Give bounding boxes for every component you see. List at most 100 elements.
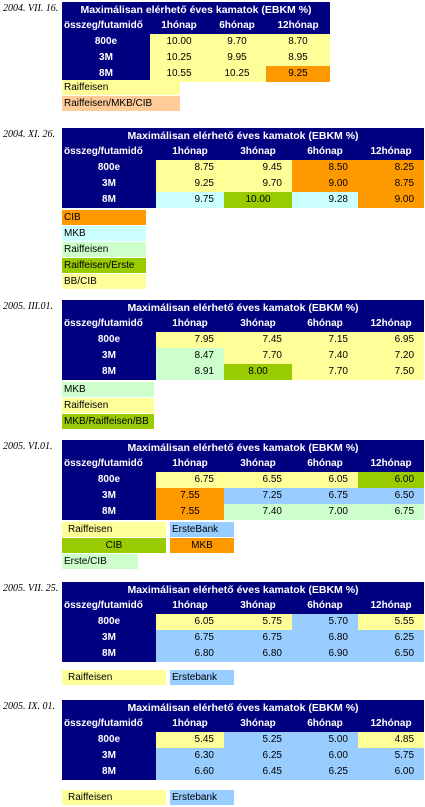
rate-cell: 7.55 (156, 488, 224, 504)
section-date: 2005. VI.01. (3, 441, 53, 452)
table-title: Maximálisan elérhető éves kamatok (EBKM … (62, 582, 425, 598)
table-row: 800e 6.05 5.75 5.70 5.55 (62, 614, 425, 630)
rate-cell: 7.55 (156, 504, 224, 520)
table-title: Maximálisan elérhető éves kamatok (EBKM … (62, 700, 425, 716)
column-header: 1hónap (156, 144, 224, 160)
rate-table: Maximálisan elérhető éves kamatok (EBKM … (62, 128, 425, 208)
rate-cell: 6.80 (156, 646, 224, 662)
table-row: 8M 6.80 6.80 6.90 6.50 (62, 646, 425, 662)
table-row: 8M 8.91 8.00 7.70 7.50 (62, 364, 425, 380)
row-label: 800e (62, 614, 156, 630)
column-header: 1hónap (156, 598, 224, 614)
legend-item: Raiffeisen (62, 398, 154, 413)
column-header: 1hónap (156, 716, 224, 732)
rate-cell: 9.00 (358, 192, 425, 208)
legend-item: Raiffeisen (62, 790, 166, 805)
rate-cell: 6.00 (358, 472, 425, 488)
section-date: 2004. XI. 26. (3, 129, 55, 140)
rate-cell: 6.25 (224, 748, 292, 764)
rate-section-2004-07-16: 2004. VII. 16. Maximálisan elérhető éves… (0, 0, 425, 120)
rate-cell: 10.25 (208, 66, 266, 82)
rate-cell: 7.25 (224, 488, 292, 504)
rate-cell: 7.95 (156, 332, 224, 348)
column-header: 12hónap (266, 18, 331, 34)
rate-cell: 8.91 (156, 364, 224, 380)
legend-item: Erstebank (170, 790, 234, 805)
rate-cell: 7.40 (224, 504, 292, 520)
table-row: 800e 10.00 9.70 8.70 (62, 34, 331, 50)
rate-cell: 10.25 (150, 50, 208, 66)
rate-table: Maximálisan elérhető éves kamatok (EBKM … (62, 2, 331, 82)
rate-cell: 6.80 (224, 646, 292, 662)
table-row: 800e 5.45 5.25 5.00 4.85 (62, 732, 425, 748)
column-header: 6hónap (292, 316, 358, 332)
section-date: 2005. III.01. (3, 301, 53, 312)
rate-cell: 5.00 (292, 732, 358, 748)
rate-cell: 6.30 (156, 748, 224, 764)
rate-cell: 7.15 (292, 332, 358, 348)
corner-label: összeg/futamidő (62, 456, 156, 472)
legend-item: Raiffeisen (62, 242, 146, 257)
rate-cell: 7.00 (292, 504, 358, 520)
rate-cell: 8.25 (358, 160, 425, 176)
rate-cell: 6.25 (358, 630, 425, 646)
rate-cell: 6.25 (292, 764, 358, 780)
rate-cell: 6.90 (292, 646, 358, 662)
column-header: 12hónap (358, 716, 425, 732)
corner-label: összeg/futamidő (62, 144, 156, 160)
row-label: 8M (62, 646, 156, 662)
rate-cell: 9.00 (292, 176, 358, 192)
legend-item: MKB (62, 226, 146, 241)
rate-cell: 4.85 (358, 732, 425, 748)
column-header: 1hónap (150, 18, 208, 34)
corner-label: összeg/futamidő (62, 598, 156, 614)
rate-cell: 5.75 (358, 748, 425, 764)
table-row: 8M 9.75 10.00 9.28 9.00 (62, 192, 425, 208)
row-label: 800e (62, 34, 150, 50)
rate-cell: 5.70 (292, 614, 358, 630)
corner-label: összeg/futamidő (62, 316, 156, 332)
corner-label: összeg/futamidő (62, 18, 150, 34)
column-header: 12hónap (358, 144, 425, 160)
table-row: 8M 6.60 6.45 6.25 6.00 (62, 764, 425, 780)
rate-cell: 7.45 (224, 332, 292, 348)
table-row: 800e 7.95 7.45 7.15 6.95 (62, 332, 425, 348)
rate-cell: 9.28 (292, 192, 358, 208)
row-label: 8M (62, 504, 156, 520)
rate-table: Maximálisan elérhető éves kamatok (EBKM … (62, 582, 425, 662)
rate-cell: 9.75 (156, 192, 224, 208)
rate-section-2005-09-01: 2005. IX. 01. Maximálisan elérhető éves … (0, 696, 425, 807)
column-header: 1hónap (156, 456, 224, 472)
rate-cell: 6.75 (156, 630, 224, 646)
rate-cell: 9.95 (208, 50, 266, 66)
row-label: 3M (62, 488, 156, 504)
rate-cell: 9.70 (224, 176, 292, 192)
row-label: 3M (62, 176, 156, 192)
column-header: 3hónap (224, 598, 292, 614)
rate-table: Maximálisan elérhető éves kamatok (EBKM … (62, 300, 425, 380)
table-row: 3M 10.25 9.95 8.95 (62, 50, 331, 66)
rate-cell: 6.75 (358, 504, 425, 520)
legend-item: CIB (62, 210, 146, 225)
table-title: Maximálisan elérhető éves kamatok (EBKM … (62, 440, 425, 456)
column-header: 6hónap (292, 144, 358, 160)
rate-cell: 6.05 (292, 472, 358, 488)
rate-cell: 6.50 (358, 646, 425, 662)
column-header: 6hónap (292, 456, 358, 472)
legend-item: CIB (62, 538, 166, 553)
rate-cell: 6.75 (292, 488, 358, 504)
rate-cell: 6.00 (292, 748, 358, 764)
rate-cell: 8.70 (266, 34, 331, 50)
row-label: 3M (62, 50, 150, 66)
table-title: Maximálisan elérhető éves kamatok (EBKM … (62, 2, 331, 18)
row-label: 8M (62, 192, 156, 208)
legend-item: MKB (62, 382, 154, 397)
rate-cell: 8.00 (224, 364, 292, 380)
table-row: 8M 7.55 7.40 7.00 6.75 (62, 504, 425, 520)
rate-cell: 5.45 (156, 732, 224, 748)
rate-cell: 6.75 (224, 630, 292, 646)
column-header: 12hónap (358, 598, 425, 614)
column-header: 3hónap (224, 316, 292, 332)
legend-item: Raiffeisen/MKB/CIB (62, 96, 180, 111)
table-row: 8M 10.55 10.25 9.25 (62, 66, 331, 82)
